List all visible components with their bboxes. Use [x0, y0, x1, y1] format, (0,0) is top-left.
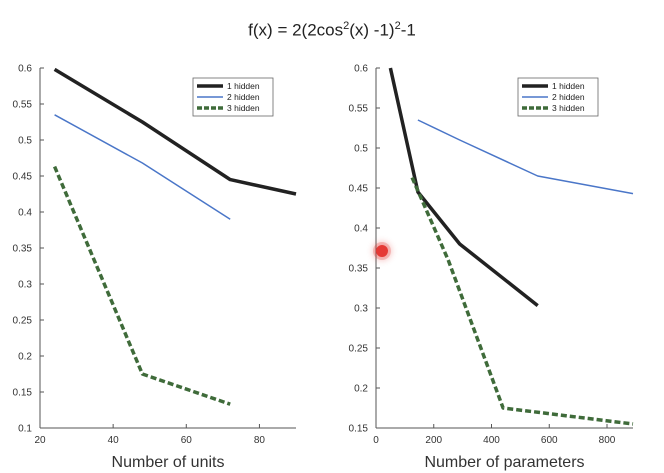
series-line: [52, 165, 231, 406]
y-tick-label: 0.2: [18, 352, 32, 363]
title-tail: -1: [400, 20, 416, 40]
x-axis-label: Number of parameters: [424, 454, 584, 471]
x-tick-label: 20: [34, 435, 46, 446]
x-tick-label: 800: [599, 435, 616, 446]
title-exponent-2: 2: [394, 20, 401, 32]
y-tick-label: 0.3: [354, 304, 368, 315]
y-tick-label: 0.4: [18, 208, 32, 219]
x-tick-label: 200: [425, 435, 442, 446]
x-tick-label: 0: [373, 435, 379, 446]
y-tick-label: 0.6: [18, 64, 32, 75]
y-tick-label: 0.55: [13, 100, 33, 111]
title-exponent-1: 2: [343, 20, 350, 32]
y-tick-label: 0.2: [354, 384, 368, 395]
y-tick-label: 0.3: [18, 280, 32, 291]
title-base: f(x) = 2(2cos: [248, 20, 344, 40]
legend-label: 3 hidden: [227, 103, 260, 113]
x-axis-label: Number of units: [112, 454, 225, 471]
y-tick-label: 0.45: [349, 184, 369, 195]
figure-title: f(x) = 2(2cos2(x) -1)2-1: [0, 20, 664, 41]
y-tick-label: 0.5: [18, 136, 32, 147]
x-tick-label: 80: [254, 435, 266, 446]
y-tick-label: 0.55: [349, 104, 369, 115]
x-tick-label: 400: [483, 435, 500, 446]
y-tick-label: 0.15: [349, 424, 369, 435]
series-line: [388, 67, 539, 307]
y-tick-label: 0.5: [354, 144, 368, 155]
legend-label: 1 hidden: [552, 81, 585, 91]
legend-label: 3 hidden: [552, 103, 585, 113]
y-tick-label: 0.4: [354, 224, 368, 235]
chart-panel-2: 0.15 0.2 0.25 0.3 0.35 0.4 0.45 0.5 0.55 0.6 0 200 4…: [349, 64, 634, 471]
y-tick-label: 0.6: [354, 64, 368, 75]
y-tick-label: 0.35: [13, 244, 33, 255]
series-line: [54, 114, 231, 220]
y-tick-label: 0.35: [349, 264, 369, 275]
chart-panel-1: 0.1 0.15 0.2 0.25 0.3 0.35 0.4 0.45 0.5 0.55 0.6 20…: [13, 64, 297, 471]
x-tick-label: 600: [541, 435, 558, 446]
y-tick-label: 0.25: [349, 344, 369, 355]
legend-label: 2 hidden: [227, 92, 260, 102]
x-tick-label: 40: [108, 435, 120, 446]
title-mid: (x) -1): [349, 20, 395, 40]
legend-label: 1 hidden: [227, 81, 260, 91]
y-tick-label: 0.45: [13, 172, 33, 183]
series-line: [53, 67, 297, 196]
x-tick-label: 60: [181, 435, 193, 446]
cursor-highlight: [376, 245, 388, 257]
legend-label: 2 hidden: [552, 92, 585, 102]
series-line: [417, 119, 634, 195]
y-tick-label: 0.15: [13, 388, 33, 399]
y-tick-label: 0.1: [18, 424, 32, 435]
y-tick-label: 0.25: [13, 316, 33, 327]
series-line: [410, 176, 634, 426]
